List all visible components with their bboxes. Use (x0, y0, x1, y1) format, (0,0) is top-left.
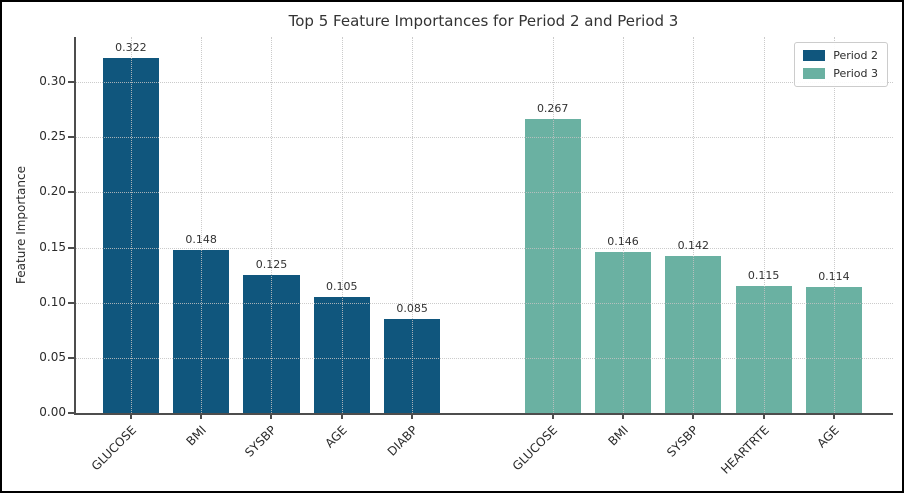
bar-period2-sysbp (243, 275, 300, 413)
y-tick-mark (68, 136, 74, 139)
bar-period3-sysbp (665, 256, 722, 413)
bar-period3-bmi (594, 252, 652, 413)
bar-period2-bmi (173, 249, 230, 413)
bar-value-label: 0.142 (677, 239, 710, 253)
legend-swatch-icon (803, 50, 826, 61)
bar-value-label: 0.105 (326, 280, 358, 294)
y-tick-mark (68, 81, 74, 84)
x-category-label-text: GLUCOSE (510, 423, 561, 474)
vertical-gridline (271, 37, 273, 413)
bar-period2-diabp (383, 319, 441, 413)
x-tick-mark (340, 413, 343, 419)
horizontal-gridline (76, 302, 893, 304)
x-category-label-text: GLUCOSE (88, 423, 139, 474)
vertical-gridline (763, 37, 765, 413)
bar-value-label: 0.322 (115, 40, 147, 54)
horizontal-gridline (76, 82, 893, 84)
y-tick-label: 0.20 (39, 184, 66, 199)
horizontal-gridline (76, 137, 893, 139)
y-tick-mark (68, 246, 74, 249)
legend-item: Period 2 (803, 49, 878, 62)
vertical-gridline (693, 37, 695, 413)
plot-area: 0.322 GLUCOSE 0.148 BMI 0.125 SYSBP 0.105 AGE 0.… (39, 37, 893, 477)
bar-period2-age (313, 297, 370, 413)
x-category-label-text: BMI (605, 423, 631, 449)
vertical-gridline (412, 37, 414, 413)
bar-period2-glucose (102, 57, 159, 413)
vertical-gridline (130, 37, 132, 413)
x-category-label-text: HEARTRTE (717, 423, 772, 477)
bar-value-label: 0.085 (396, 302, 428, 316)
y-tick-mark (68, 412, 74, 414)
x-tick-mark (200, 413, 203, 419)
bar-value-label: 0.125 (255, 258, 288, 272)
y-tick-mark (68, 356, 74, 359)
x-category-label-text: DIABP (384, 423, 420, 459)
x-category-label-text: BMI (183, 423, 210, 449)
x-tick-mark (622, 413, 624, 419)
vertical-gridline (341, 37, 343, 413)
x-tick-mark (270, 413, 273, 419)
x-category-label-text: SYSBP (242, 423, 280, 460)
bar-value-label: 0.115 (747, 269, 780, 283)
y-axis-label: Feature Importance (14, 166, 28, 284)
x-tick-mark (551, 413, 554, 419)
bar-value-label: 0.114 (818, 270, 850, 284)
legend-label: Period 3 (833, 67, 878, 80)
chart-title: Top 5 Feature Importances for Period 2 a… (288, 12, 679, 30)
bar-period3-age (805, 287, 863, 413)
horizontal-gridline (76, 357, 893, 359)
vertical-gridline (833, 37, 835, 413)
legend-label: Period 2 (833, 49, 878, 62)
horizontal-gridline (76, 192, 893, 194)
y-tick-label: 0.10 (39, 294, 66, 309)
x-category-label-text: AGE (814, 423, 842, 451)
vertical-gridline (623, 37, 624, 413)
y-tick-label: 0.00 (39, 405, 66, 419)
bar-value-label: 0.146 (607, 235, 639, 248)
y-tick-label: 0.30 (39, 74, 66, 89)
legend: Period 2 Period 3 (794, 42, 888, 87)
bar-period3-glucose (524, 118, 581, 413)
x-tick-mark (692, 413, 695, 419)
bar-value-label: 0.148 (185, 232, 217, 246)
x-tick-mark (762, 413, 765, 419)
x-tick-mark (411, 413, 414, 419)
legend-swatch-icon (803, 68, 826, 79)
horizontal-gridline (76, 247, 893, 249)
y-tick-mark (68, 301, 74, 304)
bar-period3-heartrte (735, 286, 792, 413)
x-category-label-text: SYSBP (664, 423, 702, 460)
x-tick-mark (129, 413, 132, 419)
x-category-label-text: AGE (322, 423, 350, 451)
vertical-gridline (201, 37, 203, 413)
bar-value-label: 0.267 (536, 101, 569, 115)
legend-item: Period 3 (803, 67, 878, 80)
y-tick-mark (68, 191, 74, 194)
vertical-gridline (552, 37, 554, 413)
y-tick-label: 0.25 (39, 129, 66, 144)
y-tick-label: 0.05 (39, 349, 66, 364)
y-tick-label: 0.15 (39, 239, 66, 254)
x-tick-mark (832, 413, 835, 419)
